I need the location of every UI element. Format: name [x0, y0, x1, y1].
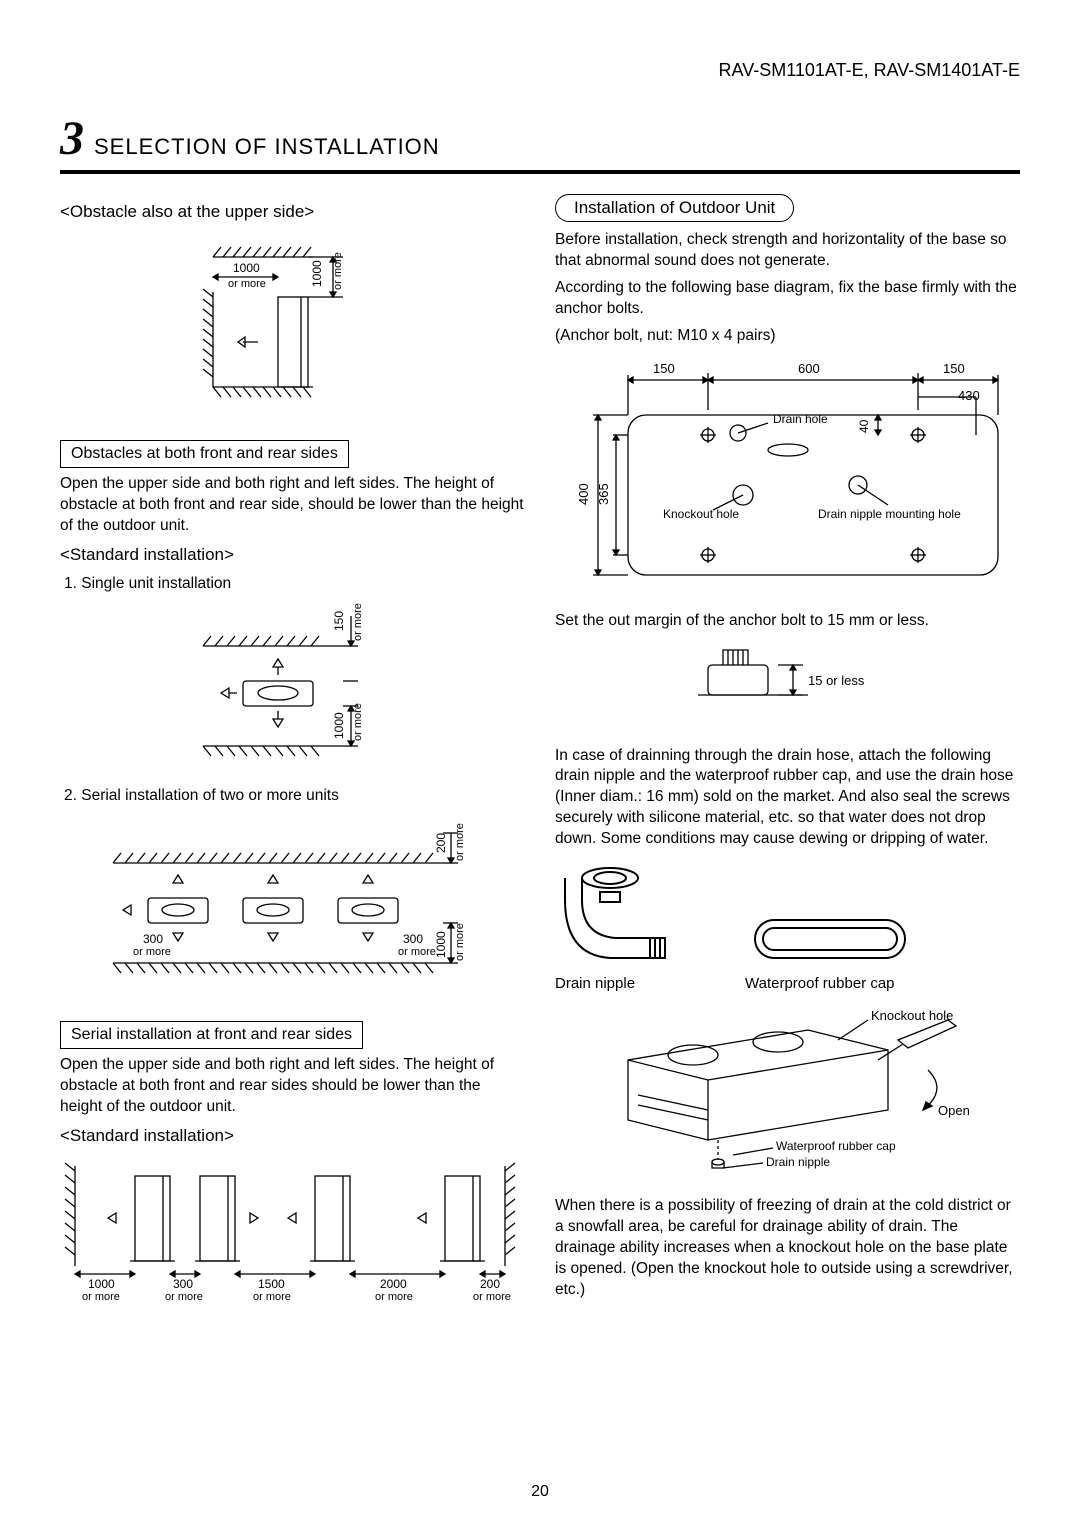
fig-isometric-unit: Knockout hole Open Waterproof rubber cap…: [578, 1000, 998, 1180]
svg-text:Waterproof rubber cap: Waterproof rubber cap: [776, 1139, 896, 1153]
svg-text:1500: 1500: [258, 1277, 285, 1291]
svg-text:200: 200: [434, 832, 448, 852]
svg-text:Open: Open: [938, 1103, 970, 1118]
fig-waterproof-cap: [745, 910, 915, 970]
right-p4: Set the out margin of the anchor bolt to…: [555, 611, 1020, 632]
svg-text:or more: or more: [332, 252, 344, 290]
obstacles-both-label: Obstacles at both front and rear sides: [60, 440, 349, 468]
right-p6: When there is a possibility of freezing …: [555, 1196, 1020, 1301]
svg-text:Drain nipple mounting hole: Drain nipple mounting hole: [818, 507, 961, 521]
svg-text:or more: or more: [352, 603, 364, 641]
outdoor-unit-heading: Installation of Outdoor Unit: [555, 194, 794, 222]
svg-text:15 or less: 15 or less: [808, 673, 865, 688]
fig-anchor-bolt: 15 or less: [678, 640, 898, 730]
standard-install-heading-2: <Standard installation>: [60, 1126, 525, 1146]
svg-text:400: 400: [576, 483, 591, 505]
section-number: 3: [60, 111, 84, 166]
left-column: <Obstacle also at the upper side>: [60, 194, 525, 1322]
right-p5: In case of drainning through the drain h…: [555, 746, 1020, 851]
svg-text:or more: or more: [133, 946, 171, 958]
waterproof-cap-caption: Waterproof rubber cap: [745, 975, 915, 992]
obstacle-upper-heading: <Obstacle also at the upper side>: [60, 202, 525, 222]
svg-text:1000: 1000: [233, 261, 260, 275]
drain-nipple-caption: Drain nipple: [555, 975, 705, 992]
svg-text:1000: 1000: [332, 712, 346, 739]
serial-front-rear-label: Serial installation at front and rear si…: [60, 1021, 363, 1049]
section-title: SELECTION OF INSTALLATION: [94, 134, 440, 160]
right-column: Installation of Outdoor Unit Before inst…: [555, 194, 1020, 1322]
svg-text:430: 430: [958, 388, 980, 403]
fig-single-unit: 150 or more 1000 or more: [143, 601, 443, 771]
svg-text:or more: or more: [375, 1291, 413, 1303]
svg-text:Drain hole: Drain hole: [773, 412, 828, 426]
section-heading: 3 SELECTION OF INSTALLATION: [60, 111, 1020, 174]
svg-text:or more: or more: [165, 1291, 203, 1303]
svg-text:or more: or more: [454, 823, 466, 861]
svg-text:600: 600: [798, 361, 820, 376]
svg-text:Knockout hole: Knockout hole: [663, 507, 739, 521]
svg-text:150: 150: [653, 361, 675, 376]
right-p2: According to the following base diagram,…: [555, 278, 1020, 320]
svg-text:Knockout hole: Knockout hole: [871, 1008, 953, 1023]
svg-text:or more: or more: [253, 1291, 291, 1303]
svg-text:2000: 2000: [380, 1277, 407, 1291]
standard-install-heading-1: <Standard installation>: [60, 545, 525, 565]
fig-base-diagram: 150 600 150 430 400 365 40 Drain hole Kn…: [558, 355, 1018, 595]
svg-text:300: 300: [143, 932, 163, 946]
single-unit-item: 1. Single unit installation: [64, 575, 525, 593]
fig-drain-nipple: [555, 860, 705, 970]
svg-text:or more: or more: [228, 278, 266, 290]
fig-upper-obstacle: 1000 or more 1000 or more: [163, 232, 423, 412]
svg-text:150: 150: [332, 610, 346, 630]
svg-text:Drain nipple: Drain nipple: [766, 1155, 830, 1169]
svg-text:365: 365: [596, 483, 611, 505]
svg-text:1000: 1000: [310, 260, 324, 287]
svg-text:150: 150: [943, 361, 965, 376]
obstacles-both-text: Open the upper side and both right and l…: [60, 474, 525, 537]
svg-text:1000: 1000: [88, 1277, 115, 1291]
serial-front-rear-text: Open the upper side and both right and l…: [60, 1055, 525, 1118]
fig-row-install: 1000or more 300or more 1500or more 2000o…: [60, 1156, 520, 1306]
drain-nipple-block: Drain nipple: [555, 860, 705, 992]
waterproof-cap-block: Waterproof rubber cap: [745, 910, 915, 992]
svg-text:or more: or more: [473, 1291, 511, 1303]
svg-text:or more: or more: [352, 703, 364, 741]
svg-text:40: 40: [857, 419, 871, 433]
svg-text:300: 300: [403, 932, 423, 946]
svg-text:or more: or more: [398, 946, 436, 958]
right-p3: (Anchor bolt, nut: M10 x 4 pairs): [555, 326, 1020, 347]
fig-serial-units: 200 or more 300 or more 300 or more 1000…: [83, 813, 503, 993]
model-header: RAV-SM1101AT-E, RAV-SM1401AT-E: [60, 60, 1020, 81]
right-p1: Before installation, check strength and …: [555, 230, 1020, 272]
svg-text:1000: 1000: [434, 931, 448, 958]
serial-units-item: 2. Serial installation of two or more un…: [64, 787, 525, 805]
svg-text:300: 300: [173, 1277, 193, 1291]
svg-text:or more: or more: [454, 923, 466, 961]
svg-text:or more: or more: [82, 1291, 120, 1303]
svg-text:200: 200: [480, 1277, 500, 1291]
page-number: 20: [0, 1483, 1080, 1501]
